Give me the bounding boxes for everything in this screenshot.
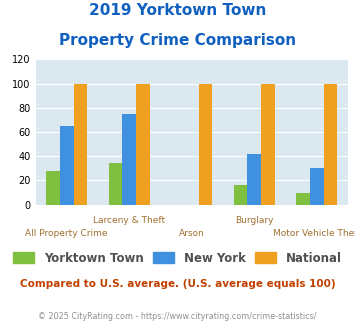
Text: Arson: Arson bbox=[179, 229, 204, 238]
Bar bbox=[60, 126, 73, 205]
Bar bbox=[247, 154, 261, 205]
Text: Motor Vehicle Theft: Motor Vehicle Theft bbox=[273, 229, 355, 238]
Bar bbox=[323, 83, 337, 205]
Text: All Property Crime: All Property Crime bbox=[26, 229, 108, 238]
Text: 2019 Yorktown Town: 2019 Yorktown Town bbox=[89, 3, 266, 18]
Text: © 2025 CityRating.com - https://www.cityrating.com/crime-statistics/: © 2025 CityRating.com - https://www.city… bbox=[38, 312, 317, 321]
Text: Compared to U.S. average. (U.S. average equals 100): Compared to U.S. average. (U.S. average … bbox=[20, 279, 335, 289]
Text: Burglary: Burglary bbox=[235, 216, 273, 225]
Bar bbox=[122, 114, 136, 205]
Bar bbox=[261, 83, 275, 205]
Bar bbox=[234, 185, 247, 205]
Bar bbox=[296, 192, 310, 205]
Bar bbox=[136, 83, 150, 205]
Bar bbox=[73, 83, 87, 205]
Bar bbox=[198, 83, 212, 205]
Bar bbox=[109, 163, 122, 205]
Text: Property Crime Comparison: Property Crime Comparison bbox=[59, 33, 296, 48]
Text: Larceny & Theft: Larceny & Theft bbox=[93, 216, 165, 225]
Bar bbox=[46, 171, 60, 205]
Bar bbox=[310, 168, 323, 205]
Legend: Yorktown Town, New York, National: Yorktown Town, New York, National bbox=[9, 247, 346, 269]
